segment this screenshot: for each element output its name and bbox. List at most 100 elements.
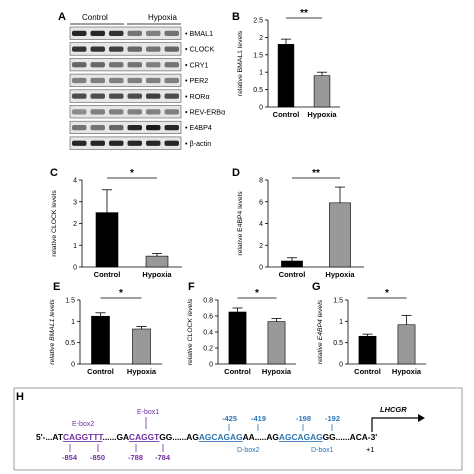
blot-band	[109, 124, 124, 131]
panel-letter-g: G	[312, 281, 321, 293]
ebox1-label: E-box1	[137, 409, 159, 416]
blot-band	[164, 124, 179, 131]
y-tick-label: 4	[259, 221, 263, 228]
y-tick-label: 1.5	[333, 298, 343, 305]
significance-marker: *	[130, 168, 134, 179]
pos-784: -784	[155, 453, 171, 462]
blot-band	[72, 109, 87, 115]
blot-row: • PER2	[69, 73, 208, 87]
blot-band	[109, 93, 124, 99]
bar-hypoxia	[267, 321, 286, 365]
bar-control	[95, 212, 119, 268]
x-tick-label: Control	[224, 367, 251, 376]
y-axis-label: relative BMAL1 levels	[49, 299, 56, 365]
chart-e: E 0 0.5 1 1.5 relative BMAL1 levels Control Hyp…	[49, 281, 162, 376]
y-axis-label: relative E4BP4 levels	[237, 191, 244, 256]
blot-strip	[69, 58, 182, 72]
x-tick-label: Hypoxia	[262, 367, 292, 376]
tss-arrow	[371, 417, 418, 432]
x-tick-label: Hypoxia	[142, 270, 172, 279]
significance-marker: **	[312, 168, 320, 179]
blot-band	[127, 93, 142, 99]
y-tick-label: 1	[339, 319, 343, 326]
charts: B 0 0.5 1 1.5 2 2.5 relative BMAL1 levels Contro…	[49, 8, 426, 376]
chart-g: G 0 0.5 1 1.5 relative E4BP4 levels Control Hyp…	[312, 281, 426, 376]
seq-seg-1: 5'-...AT	[36, 432, 64, 442]
blot-band	[164, 109, 179, 115]
bar-control	[91, 315, 110, 365]
seq-seg-5: GG......ACA-3'	[323, 432, 378, 442]
blot-row: • BMAL1	[69, 26, 213, 40]
bar-hypoxia	[329, 202, 351, 268]
blot-band-label: • CLOCK	[185, 45, 214, 54]
blot-band	[90, 46, 105, 52]
y-tick-label: 0	[73, 265, 77, 272]
blot-row: • CRY1	[69, 58, 209, 72]
ebox2-label: E-box2	[72, 421, 94, 428]
y-tick-label: 1.5	[65, 298, 75, 305]
blot-band	[127, 140, 142, 146]
tss-label: +1	[366, 445, 375, 454]
pos-850: -850	[90, 453, 105, 462]
pos-788: -788	[128, 453, 143, 462]
promoter-sequence: 5'-...ATCAGGTTT......GACAGGTGG......AGAG…	[36, 432, 377, 442]
y-axis-label: relative BMAL1 levels	[237, 30, 244, 96]
y-axis-label: relative E4BP4 levels	[317, 299, 324, 364]
blot-row: • CLOCK	[69, 42, 214, 56]
blot-band	[127, 109, 142, 115]
y-tick-label: 1.5	[253, 52, 263, 59]
y-tick-label: 0	[339, 362, 343, 369]
seq-seg-3: GG......AG	[159, 432, 199, 442]
blot-band-label: • BMAL1	[185, 29, 213, 38]
x-tick-label: Control	[279, 270, 306, 279]
blot-strip	[69, 42, 182, 56]
blot-band	[164, 46, 179, 52]
significance-marker: *	[119, 288, 123, 299]
blot-group-control: Control	[82, 13, 108, 22]
blot-band	[109, 109, 124, 115]
bar-hypoxia	[132, 328, 151, 365]
blot-band	[90, 109, 105, 115]
dbox1-label: D-box1	[311, 447, 334, 454]
y-tick-label: 0.5	[253, 87, 263, 94]
significance-marker: *	[255, 288, 259, 299]
chart-d: D 0 2 4 6 8 relative E4BP4 levels Control Hypoxi…	[232, 167, 364, 279]
bar-control	[277, 44, 295, 108]
y-tick-label: 2	[259, 243, 263, 250]
blot-row: • REV-ERBα	[69, 105, 225, 119]
x-tick-label: Control	[354, 367, 381, 376]
blot-band	[146, 109, 161, 115]
blot-band	[127, 46, 142, 52]
blot-band	[90, 124, 105, 131]
y-tick-label: 4	[73, 178, 77, 185]
chart-f: F 0 0.2 0.4 0.6 0.8 relative CLOCK levels Contr…	[187, 281, 296, 376]
blot-band-label: • β-actin	[185, 139, 211, 148]
panel-h: H 5'-...ATCAGGTTT......GACAGGTGG......AG…	[13, 387, 463, 471]
blot-strip	[69, 73, 182, 87]
blot-band	[90, 77, 105, 84]
bar-hypoxia	[313, 75, 331, 108]
blot-row: • E4BP4	[69, 120, 212, 134]
y-tick-label: 0.6	[203, 314, 213, 321]
y-tick-label: 0.5	[65, 340, 75, 347]
blot-band	[127, 62, 142, 68]
x-tick-label: Control	[273, 110, 300, 119]
x-tick-label: Hypoxia	[127, 367, 157, 376]
seq-ebox2: CAGGTTT	[63, 432, 104, 442]
blot-band	[90, 140, 105, 146]
blot-band	[146, 124, 161, 131]
x-tick-label: Control	[94, 270, 121, 279]
y-tick-label: 3	[73, 199, 77, 206]
blot-band	[109, 46, 124, 52]
blot-band	[72, 93, 87, 99]
tss-arrowhead	[418, 414, 425, 422]
y-tick-label: 0.2	[203, 346, 213, 353]
blot-band	[90, 62, 105, 68]
blot-band	[72, 30, 87, 36]
y-tick-label: 8	[259, 178, 263, 185]
blot-band	[127, 77, 142, 84]
x-tick-label: Hypoxia	[325, 270, 355, 279]
blot-band-label: • CRY1	[185, 60, 209, 69]
panel-letter-d: D	[232, 167, 240, 179]
x-tick-label: Hypoxia	[392, 367, 422, 376]
